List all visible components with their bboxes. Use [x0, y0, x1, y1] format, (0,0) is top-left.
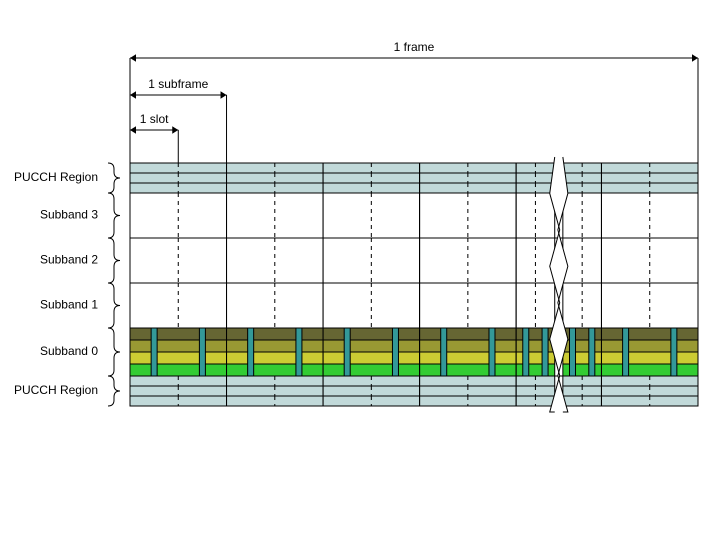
slot-marker	[489, 328, 495, 376]
slot-marker	[296, 328, 302, 376]
subband0-lane-cell	[323, 340, 420, 352]
slot-marker	[523, 328, 529, 376]
subband0-lane-cell	[516, 340, 555, 352]
slot-marker	[623, 328, 629, 376]
subband0-lane-cell	[420, 328, 517, 340]
subband-cell	[601, 238, 698, 283]
subband0-lane-cell	[227, 352, 324, 364]
subband-cell	[563, 238, 602, 283]
subband0-lane-cell	[227, 340, 324, 352]
subband0-lane-cell	[130, 364, 227, 376]
subband0-lane-cell	[563, 328, 602, 340]
subband0-lane-cell	[130, 340, 227, 352]
subband-cell	[601, 283, 698, 328]
slot-marker	[392, 328, 398, 376]
subband-cell	[563, 193, 602, 238]
row-label: Subband 0	[40, 344, 98, 358]
subband-cell	[516, 283, 555, 328]
subband0-lane-cell	[601, 328, 698, 340]
subband-cell	[323, 283, 420, 328]
subband0-lane-cell	[420, 340, 517, 352]
slot-marker	[248, 328, 254, 376]
subband-cell	[130, 193, 227, 238]
dim-label: 1 slot	[140, 112, 169, 126]
subband-cell	[130, 283, 227, 328]
subband-cell	[227, 283, 324, 328]
subband0-lane-cell	[516, 328, 555, 340]
dim-label: 1 frame	[394, 40, 435, 54]
row-label: Subband 3	[40, 208, 98, 222]
row-label: PUCCH Region	[14, 383, 98, 397]
dim-label: 1 subframe	[148, 77, 208, 91]
subband0-lane-cell	[323, 328, 420, 340]
subband-cell	[227, 193, 324, 238]
subband0-lane-cell	[563, 364, 602, 376]
subband0-lane-cell	[130, 352, 227, 364]
subband0-lane-cell	[227, 328, 324, 340]
subband-cell	[516, 238, 555, 283]
slot-marker	[441, 328, 447, 376]
subband-cell	[601, 193, 698, 238]
subband0-lane-cell	[601, 340, 698, 352]
subband-cell	[420, 283, 517, 328]
subband0-lane-cell	[601, 352, 698, 364]
subband0-lane-cell	[323, 364, 420, 376]
slot-marker	[589, 328, 595, 376]
subband0-lane-cell	[516, 352, 555, 364]
slot-marker	[671, 328, 677, 376]
slot-marker	[199, 328, 205, 376]
subband0-lane-cell	[563, 340, 602, 352]
subband0-lane-cell	[323, 352, 420, 364]
subband-cell	[420, 193, 517, 238]
slot-marker	[344, 328, 350, 376]
subband-cell	[130, 238, 227, 283]
subband0-lane-cell	[420, 364, 517, 376]
subband0-lane-cell	[516, 364, 555, 376]
row-label: Subband 2	[40, 253, 98, 267]
subband0-lane-cell	[601, 364, 698, 376]
slot-marker	[542, 328, 548, 376]
subband-cell	[563, 283, 602, 328]
row-label: PUCCH Region	[14, 170, 98, 184]
subband-cell	[227, 238, 324, 283]
subband-cell	[420, 238, 517, 283]
subband0-lane-cell	[130, 328, 227, 340]
slot-marker	[570, 328, 576, 376]
subband-cell	[323, 238, 420, 283]
slot-marker	[151, 328, 157, 376]
subband0-lane-cell	[227, 364, 324, 376]
subband0-lane-cell	[563, 352, 602, 364]
subband-cell	[516, 193, 555, 238]
row-label: Subband 1	[40, 298, 98, 312]
subband-cell	[323, 193, 420, 238]
subband0-lane-cell	[420, 352, 517, 364]
